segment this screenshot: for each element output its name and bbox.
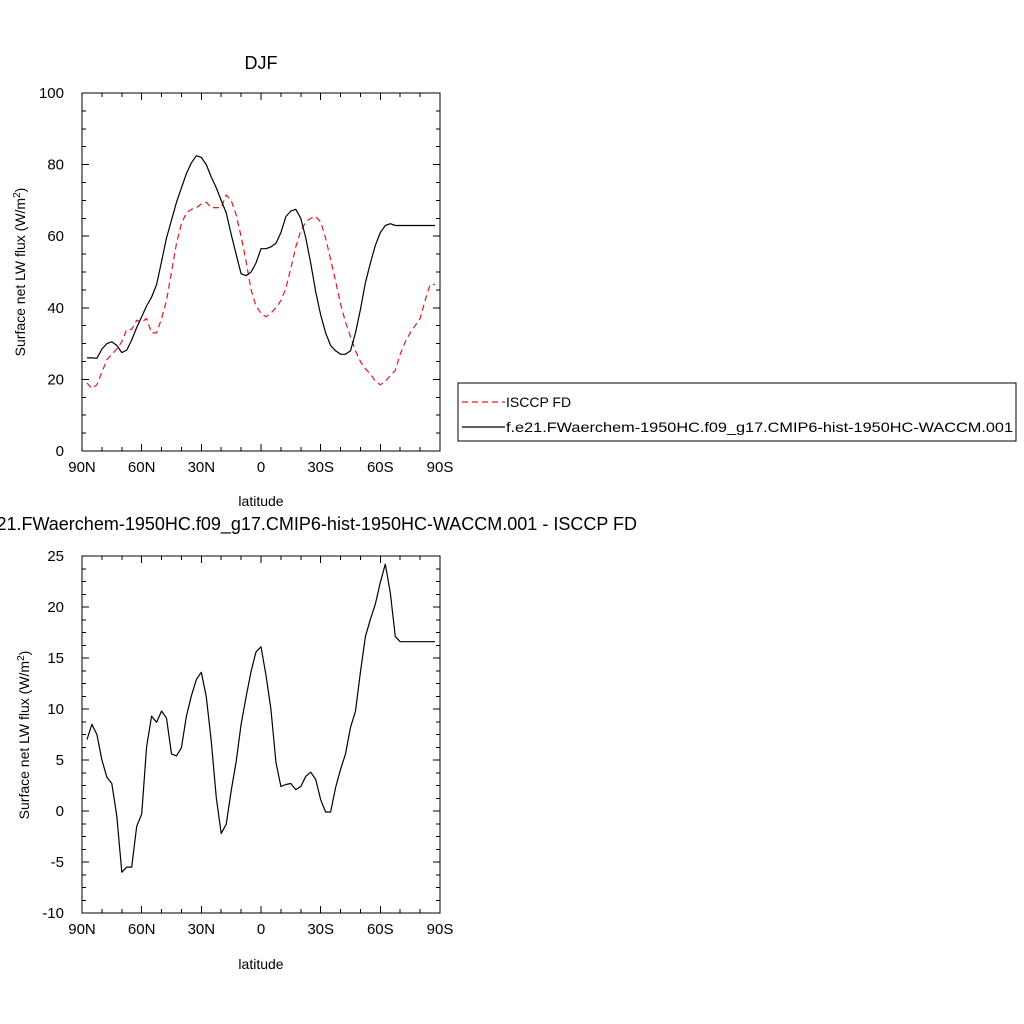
top-series [86, 155, 435, 389]
bottom-x-tick-label: 60S [367, 921, 394, 938]
bottom-x-tick-label: 90N [68, 921, 96, 938]
bottom-plot-title: f.e21.FWaerchem-1950HC.f09_g17.CMIP6-his… [0, 514, 637, 535]
top-y-tick-label: 0 [56, 443, 64, 460]
top-y-tick-label: 40 [47, 300, 64, 317]
legend: ISCCP FD f.e21.FWaerchem-1950HC.f09_g17.… [457, 382, 1017, 442]
top-y-tick-label: 20 [47, 371, 64, 388]
bottom-y-tick-label: 15 [47, 650, 64, 667]
bottom-panel: f.e21.FWaerchem-1950HC.f09_g17.CMIP6-his… [0, 514, 637, 972]
top-panel: DJF 90N 60N 30N 0 30S 60S 90S 0 20 40 60 80 100 lati… [12, 53, 453, 509]
top-x-tick-label: 30S [307, 459, 334, 476]
bottom-x-tick-label: 90S [427, 921, 454, 938]
bottom-x-tick-label: 0 [257, 921, 265, 938]
bottom-series-line-0 [86, 563, 435, 873]
top-x-tick-label: 90S [427, 459, 454, 476]
bottom-x-tick-label: 30N [188, 921, 216, 938]
bottom-y-tick-label: 25 [47, 548, 64, 565]
top-plot-frame [81, 92, 441, 452]
bottom-y-tick-label: -10 [42, 905, 64, 922]
bottom-y-tick-label: -5 [51, 854, 64, 871]
top-y-tick-label: 60 [47, 228, 64, 245]
legend-label-isccp: ISCCP FD [506, 394, 571, 410]
top-x-tick-label: 60S [367, 459, 394, 476]
top-x-tick-label: 90N [68, 459, 96, 476]
top-series-line-1 [87, 155, 435, 359]
bottom-y-tick-label: 0 [56, 803, 64, 820]
bottom-xaxis-title: latitude [238, 956, 283, 972]
bottom-y-tick-label: 5 [56, 752, 64, 769]
top-y-tick-label: 100 [39, 85, 64, 102]
top-x-tick-label: 0 [257, 459, 265, 476]
top-ticks: 90N 60N 30N 0 30S 60S 90S 0 20 40 60 80 100 [39, 85, 453, 476]
legend-label-model: f.e21.FWaerchem-1950HC.f09_g17.CMIP6-his… [506, 419, 1013, 435]
bottom-plot-frame [81, 555, 441, 914]
top-x-tick-label: 60N [128, 459, 156, 476]
bottom-y-tick-label: 20 [47, 599, 64, 616]
bottom-yaxis-title: Surface net LW flux (W/m2) [16, 651, 32, 820]
top-x-tick-label: 30N [188, 459, 216, 476]
top-yaxis-title: Surface net LW flux (W/m2) [12, 188, 28, 357]
bottom-series [86, 563, 435, 873]
bottom-x-tick-label: 30S [307, 921, 334, 938]
bottom-x-tick-label: 60N [128, 921, 156, 938]
bottom-ticks: 90N 60N 30N 0 30S 60S 90S -10 -5 0 5 10 15 20 25 [42, 548, 453, 938]
top-y-tick-label: 80 [47, 157, 64, 174]
top-plot-title: DJF [245, 53, 278, 73]
top-xaxis-title: latitude [238, 493, 283, 509]
legend-box [457, 382, 1017, 442]
top-series-line-0 [86, 194, 435, 389]
bottom-y-tick-label: 10 [47, 701, 64, 718]
